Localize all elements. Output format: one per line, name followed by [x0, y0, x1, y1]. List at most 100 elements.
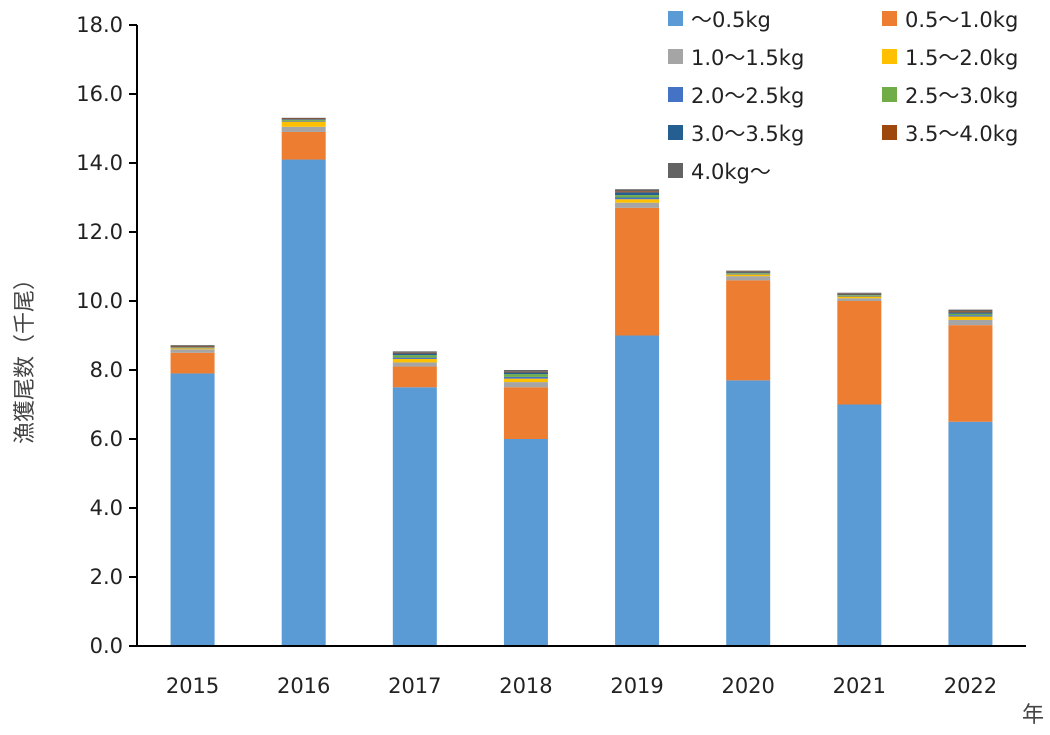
bar-segment-2020-s6: [726, 272, 770, 273]
y-tick-label: 0.0: [90, 634, 123, 658]
bar-segment-2018-s1: [504, 387, 548, 439]
bars-layer: [171, 118, 993, 646]
legend-swatch: [668, 87, 683, 102]
bar-segment-2020-s1: [726, 280, 770, 380]
x-tick-label: 2017: [388, 674, 441, 698]
bar-segment-2018-s0: [504, 439, 548, 646]
bar-segment-2017-s8: [393, 351, 437, 352]
bar-segment-2016-s6: [282, 119, 326, 120]
legend-swatch: [882, 49, 897, 64]
y-tick-label: 6.0: [90, 427, 123, 451]
y-tick-label: 4.0: [90, 496, 123, 520]
bar-segment-2019-s4: [615, 198, 659, 200]
y-axis-label: 漁獲尾数（千尾）: [13, 268, 38, 444]
x-tick-label: 2018: [499, 674, 552, 698]
bar-segment-2016-s5: [282, 120, 326, 121]
bar-segment-2021-s6: [837, 294, 881, 295]
y-tick-label: 10.0: [76, 289, 123, 313]
legend-label: 4.0kg～: [691, 160, 771, 184]
bar-segment-2017-s4: [393, 358, 437, 359]
x-tick-label: 2021: [833, 674, 886, 698]
bar-segment-2019-s0: [615, 336, 659, 647]
legend-swatch: [668, 125, 683, 140]
bar-segment-2022-s7: [948, 311, 992, 312]
bar-segment-2022-s6: [948, 312, 992, 313]
bar-segment-2021-s5: [837, 295, 881, 296]
bar-segment-2019-s7: [615, 191, 659, 192]
legend-label: 0.5～1.0kg: [905, 8, 1018, 32]
bar-segment-2020-s5: [726, 273, 770, 274]
x-axis-label: 年: [1022, 703, 1044, 728]
axes-layer: [137, 25, 1026, 646]
bar-segment-2019-s1: [615, 208, 659, 336]
y-tick-label: 14.0: [76, 151, 123, 175]
bar-segment-2017-s7: [393, 353, 437, 354]
x-tick-label: 2019: [610, 674, 663, 698]
bar-segment-2021-s0: [837, 405, 881, 647]
bar-segment-2015-s1: [171, 353, 215, 374]
bar-segment-2016-s4: [282, 121, 326, 122]
legend-label: 1.5～2.0kg: [905, 46, 1018, 70]
bar-segment-2021-s7: [837, 294, 881, 295]
bar-segment-2017-s6: [393, 353, 437, 355]
bar-segment-2016-s2: [282, 127, 326, 132]
y-tick-labels: 0.02.04.06.08.010.012.014.016.018.0: [76, 13, 137, 658]
bar-segment-2019-s3: [615, 199, 659, 202]
bar-segment-2022-s4: [948, 315, 992, 316]
bar-segment-2018-s5: [504, 374, 548, 377]
bar-segment-2017-s0: [393, 387, 437, 646]
legend-swatch: [668, 163, 683, 178]
legend-label: 2.5～3.0kg: [905, 84, 1018, 108]
bar-segment-2021-s3: [837, 297, 881, 299]
bar-segment-2018-s3: [504, 379, 548, 382]
bar-segment-2019-s5: [615, 195, 659, 197]
bar-segment-2022-s1: [948, 325, 992, 422]
bar-segment-2019-s6: [615, 192, 659, 195]
legend-label: 3.5～4.0kg: [905, 122, 1018, 146]
y-tick-label: 16.0: [76, 82, 123, 106]
bar-segment-2018-s7: [504, 372, 548, 373]
legend: ～0.5kg 0.5～1.0kg 1.0～1.5kg 1.5～2.0kg 2.0～2.5…: [668, 8, 1018, 184]
y-tick-label: 18.0: [76, 13, 123, 37]
legend-label: ～0.5kg: [691, 8, 771, 32]
y-tick-label: 2.0: [90, 565, 123, 589]
y-tick-label: 8.0: [90, 358, 123, 382]
legend-label: 3.0～3.5kg: [691, 122, 804, 146]
legend-label: 1.0～1.5kg: [691, 46, 804, 70]
bar-segment-2015-s3: [171, 348, 215, 349]
bar-segment-2016-s8: [282, 118, 326, 119]
bar-segment-2016-s0: [282, 160, 326, 646]
legend-swatch: [668, 49, 683, 64]
bar-segment-2022-s2: [948, 320, 992, 325]
bar-segment-2015-s2: [171, 349, 215, 352]
bar-segment-2018-s2: [504, 382, 548, 387]
bar-segment-2016-s7: [282, 118, 326, 119]
bar-segment-2015-s8: [171, 345, 215, 346]
bar-segment-2019-s2: [615, 203, 659, 208]
x-tick-label: 2022: [944, 674, 997, 698]
bar-segment-2021-s2: [837, 298, 881, 301]
bar-segment-2016-s3: [282, 122, 326, 127]
bar-segment-2022-s8: [948, 310, 992, 312]
bar-segment-2020-s0: [726, 380, 770, 646]
bar-segment-2017-s3: [393, 359, 437, 362]
bar-segment-2021-s1: [837, 301, 881, 405]
bar-segment-2017-s1: [393, 367, 437, 388]
legend-swatch: [882, 11, 897, 26]
legend-label: 2.0～2.5kg: [691, 84, 804, 108]
bar-segment-2020-s7: [726, 272, 770, 273]
bar-segment-2018-s4: [504, 377, 548, 379]
bar-segment-2020-s2: [726, 276, 770, 280]
bar-segment-2018-s8: [504, 370, 548, 372]
legend-swatch: [882, 87, 897, 102]
bar-segment-2015-s7: [171, 347, 215, 348]
x-tick-label: 2015: [166, 674, 219, 698]
bar-segment-2020-s4: [726, 274, 770, 275]
x-tick-label: 2020: [721, 674, 774, 698]
bar-segment-2016-s1: [282, 132, 326, 160]
bar-segment-2017-s5: [393, 355, 437, 357]
legend-swatch: [668, 11, 683, 26]
